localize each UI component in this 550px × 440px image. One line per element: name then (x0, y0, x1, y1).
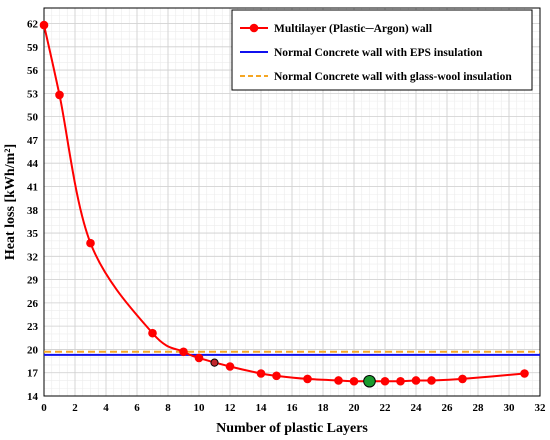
x-tick-label: 24 (411, 402, 423, 414)
y-tick-label: 44 (27, 158, 39, 170)
y-axis-title: Heat loss [kWh/m²] (3, 144, 18, 260)
x-tick-label: 14 (256, 402, 268, 414)
multilayer-data-point (148, 328, 157, 338)
y-tick-label: 59 (27, 42, 39, 54)
y-tick-label: 23 (27, 321, 39, 333)
y-tick-label: 20 (27, 344, 39, 356)
y-tick-label: 47 (27, 135, 39, 147)
legend: Multilayer (Plastic─Argon) wall Normal C… (231, 9, 533, 91)
y-tick-label: 62 (27, 19, 39, 31)
multilayer-data-point (334, 376, 343, 385)
legend-label-eps: Normal Concrete wall with EPS insulation (274, 47, 483, 59)
y-tick-label: 50 (27, 112, 39, 124)
y-tick-label: 14 (27, 391, 39, 403)
x-tick-label: 12 (225, 402, 237, 414)
y-tick-label: 35 (27, 228, 39, 240)
multilayer-data-point (520, 369, 529, 378)
x-tick-label: 6 (134, 402, 140, 414)
multilayer-data-point (380, 376, 390, 386)
x-tick-label: 2 (72, 402, 78, 414)
x-tick-label: 30 (504, 402, 516, 414)
x-tick-label: 16 (287, 402, 299, 414)
multilayer-data-point (411, 376, 421, 385)
x-tick-label: 22 (380, 402, 392, 414)
multilayer-data-point (396, 376, 405, 386)
series-layer (39, 20, 529, 388)
legend-label-glass-wool: Normal Concrete wall with glass-wool ins… (274, 71, 512, 83)
x-tick-label: 20 (349, 402, 361, 414)
multilayer-data-point (86, 238, 95, 248)
x-axis-ticks: 0 2 4 6 8 10 12 14 16 18 20 22 24 26 28 30 32 (41, 402, 546, 414)
x-tick-label: 18 (318, 402, 330, 414)
multilayer-data-point (256, 369, 266, 378)
y-tick-label: 17 (27, 368, 39, 380)
x-tick-label: 8 (165, 402, 171, 414)
multilayer-data-point (272, 371, 281, 381)
y-axis-ticks: 14 17 20 23 26 29 32 35 38 41 44 47 50 53 56 59 62 (27, 19, 39, 403)
y-tick-label: 29 (27, 275, 39, 287)
multilayer-data-point (225, 362, 235, 371)
y-tick-label: 56 (27, 65, 39, 77)
y-tick-label: 41 (27, 181, 38, 193)
highlight-point-optimum (363, 374, 376, 388)
y-tick-label: 32 (27, 251, 39, 263)
legend-box (231, 9, 533, 91)
x-tick-label: 32 (535, 402, 547, 414)
x-tick-label: 26 (442, 402, 454, 414)
y-tick-label: 38 (27, 205, 39, 217)
legend-marker-multilayer (249, 23, 259, 33)
reference-lines (44, 350, 540, 356)
x-axis-title: Number of plastic Layers (216, 421, 368, 436)
multilayer-data-point (458, 374, 467, 384)
multilayer-data-point (427, 376, 436, 385)
plot-frame (43, 7, 541, 397)
y-tick-label: 53 (27, 88, 39, 100)
x-tick-label: 0 (41, 402, 47, 414)
x-tick-label: 28 (473, 402, 485, 414)
y-tick-label: 26 (27, 298, 39, 310)
x-tick-label: 4 (103, 402, 109, 414)
x-tick-label: 10 (194, 402, 206, 414)
multilayer-data-point (55, 90, 64, 100)
multilayer-data-point (39, 20, 49, 30)
multilayer-data-point (303, 374, 312, 384)
multilayer-data-point (349, 376, 359, 386)
highlight-point-marked (210, 358, 219, 367)
multilayer-data-point (194, 353, 204, 363)
multilayer-data-point (179, 347, 188, 357)
legend-label-multilayer: Multilayer (Plastic─Argon) wall (274, 23, 432, 35)
